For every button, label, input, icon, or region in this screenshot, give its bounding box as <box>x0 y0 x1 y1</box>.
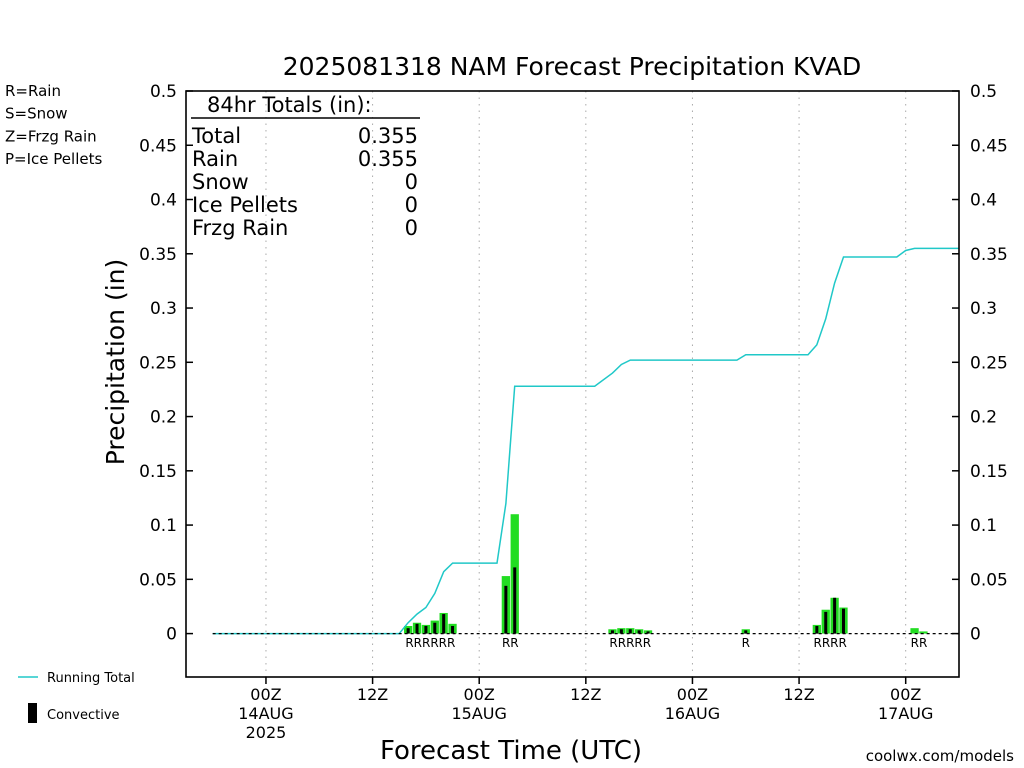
precip-type-label: RR <box>502 636 519 650</box>
y-tick-label-left: 0.45 <box>139 136 177 156</box>
precip-type-label: R <box>742 636 750 650</box>
y-tick-label-right: 0.3 <box>970 299 997 319</box>
totals-row-label: Snow <box>192 170 249 194</box>
x-tick-date: 17AUG <box>878 704 933 723</box>
totals-row-value: 0 <box>405 216 418 240</box>
y-tick-label-right: 0.25 <box>970 353 1008 373</box>
chart-title: 2025081318 NAM Forecast Precipitation KV… <box>283 52 862 81</box>
totals-box: 84hr Totals (in): Total 0.355 Rain 0.355 Sno… <box>191 93 420 240</box>
convective-bar <box>504 585 508 634</box>
convective-bar <box>744 630 748 634</box>
convective-bar <box>815 625 819 634</box>
y-tick-label-right: 0.5 <box>970 82 997 102</box>
y-tick-label-right: 0.15 <box>970 462 1008 482</box>
convective-bar <box>646 631 650 634</box>
x-tick-date: 16AUG <box>665 704 720 723</box>
y-ticks: 0.5 0.5 0.45 0.45 0.4 0.4 0.35 0.35 0.3 0.3 0.25 0.… <box>139 82 1008 645</box>
convective-bar <box>841 608 845 634</box>
totals-heading: 84hr Totals (in): <box>207 93 372 117</box>
type-key-item: R=Rain <box>5 82 61 100</box>
y-axis-label: Precipitation (in) <box>101 259 130 466</box>
x-tick-date: 15AUG <box>451 704 506 723</box>
plot-frame <box>185 90 960 678</box>
y-tick-label-right: 0 <box>970 625 981 645</box>
convective-bar <box>424 625 428 634</box>
convective-bar <box>513 567 517 634</box>
x-tick-label: 12Z <box>357 685 388 704</box>
y-tick-label-left: 0.1 <box>150 516 177 536</box>
y-tick-label-left: 0 <box>166 625 177 645</box>
convective-bar <box>628 629 632 634</box>
x-tick-label: 12Z <box>570 685 601 704</box>
convective-bar <box>824 611 828 634</box>
y-tick-label-left: 0.05 <box>139 570 177 590</box>
convective-bar <box>406 628 410 634</box>
type-key-item: S=Snow <box>5 105 68 123</box>
totals-row-value: 0 <box>405 170 418 194</box>
totals-row-label: Frzg Rain <box>192 216 288 240</box>
x-tick-date: 14AUG <box>238 704 293 723</box>
totals-row-label: Rain <box>192 147 238 171</box>
precip-type-label: RRRRRR <box>405 636 455 650</box>
y-tick-label-right: 0.35 <box>970 245 1008 265</box>
credit-text: coolwx.com/models <box>866 747 1014 765</box>
convective-bar <box>415 623 419 634</box>
convective-bar <box>451 625 455 634</box>
x-tick-label: 00Z <box>677 685 708 704</box>
line-layer <box>212 247 959 635</box>
y-tick-label-right: 0.45 <box>970 136 1008 156</box>
totals-row-value: 0.355 <box>358 124 418 148</box>
totals-row-value: 0.355 <box>358 147 418 171</box>
precip-type-key: R=Rain S=Snow Z=Frzg Rain P=Ice Pellets <box>5 82 102 168</box>
convective-bar <box>637 630 641 634</box>
y-tick-label-right: 0.05 <box>970 570 1008 590</box>
y-tick-label-left: 0.25 <box>139 353 177 373</box>
y-tick-label-left: 0.4 <box>150 191 177 211</box>
totals-row-value: 0 <box>405 193 418 217</box>
y-tick-label-left: 0.15 <box>139 462 177 482</box>
convective-bar <box>833 597 837 634</box>
convective-legend-swatch <box>28 703 37 723</box>
y-tick-label-right: 0.1 <box>970 516 997 536</box>
type-key-item: P=Ice Pellets <box>5 150 102 168</box>
y-tick-label-left: 0.35 <box>139 245 177 265</box>
rain-bar <box>919 631 928 634</box>
gridlines <box>265 91 907 677</box>
convective-bar <box>610 630 614 634</box>
y-tick-label-left: 0.3 <box>150 299 177 319</box>
precip-type-label: RRRR <box>813 636 846 650</box>
x-tick-label: 00Z <box>250 685 281 704</box>
convective-legend-label: Convective <box>47 708 120 723</box>
y-tick-label-left: 0.2 <box>150 408 177 428</box>
x-tick-label: 00Z <box>890 685 921 704</box>
precip-type-label: RR <box>911 636 928 650</box>
x-tick-year: 2025 <box>246 723 287 742</box>
convective-bar <box>619 629 623 634</box>
totals-row-label: Ice Pellets <box>192 193 298 217</box>
y-tick-label-right: 0.2 <box>970 408 997 428</box>
y-tick-label-left: 0.5 <box>150 82 177 102</box>
type-key-item: Z=Frzg Rain <box>5 127 97 145</box>
x-tick-label: 00Z <box>464 685 495 704</box>
rain-bar <box>910 628 919 634</box>
precip-type-label: RRRRR <box>609 636 651 650</box>
convective-bar <box>442 614 446 634</box>
y-tick-label-right: 0.4 <box>970 191 997 211</box>
totals-row-label: Total <box>191 124 241 148</box>
running-total-line <box>212 247 959 635</box>
precip-type-labels: RRRRRR RR RRRRR R RRRR RR <box>405 636 927 650</box>
x-tick-label: 12Z <box>783 685 814 704</box>
x-axis-label: Forecast Time (UTC) <box>380 736 642 766</box>
convective-bar <box>433 622 437 634</box>
bar-layer <box>403 514 928 634</box>
running-total-legend-label: Running Total <box>47 671 135 686</box>
series-legend: Running Total Convective <box>18 671 135 723</box>
